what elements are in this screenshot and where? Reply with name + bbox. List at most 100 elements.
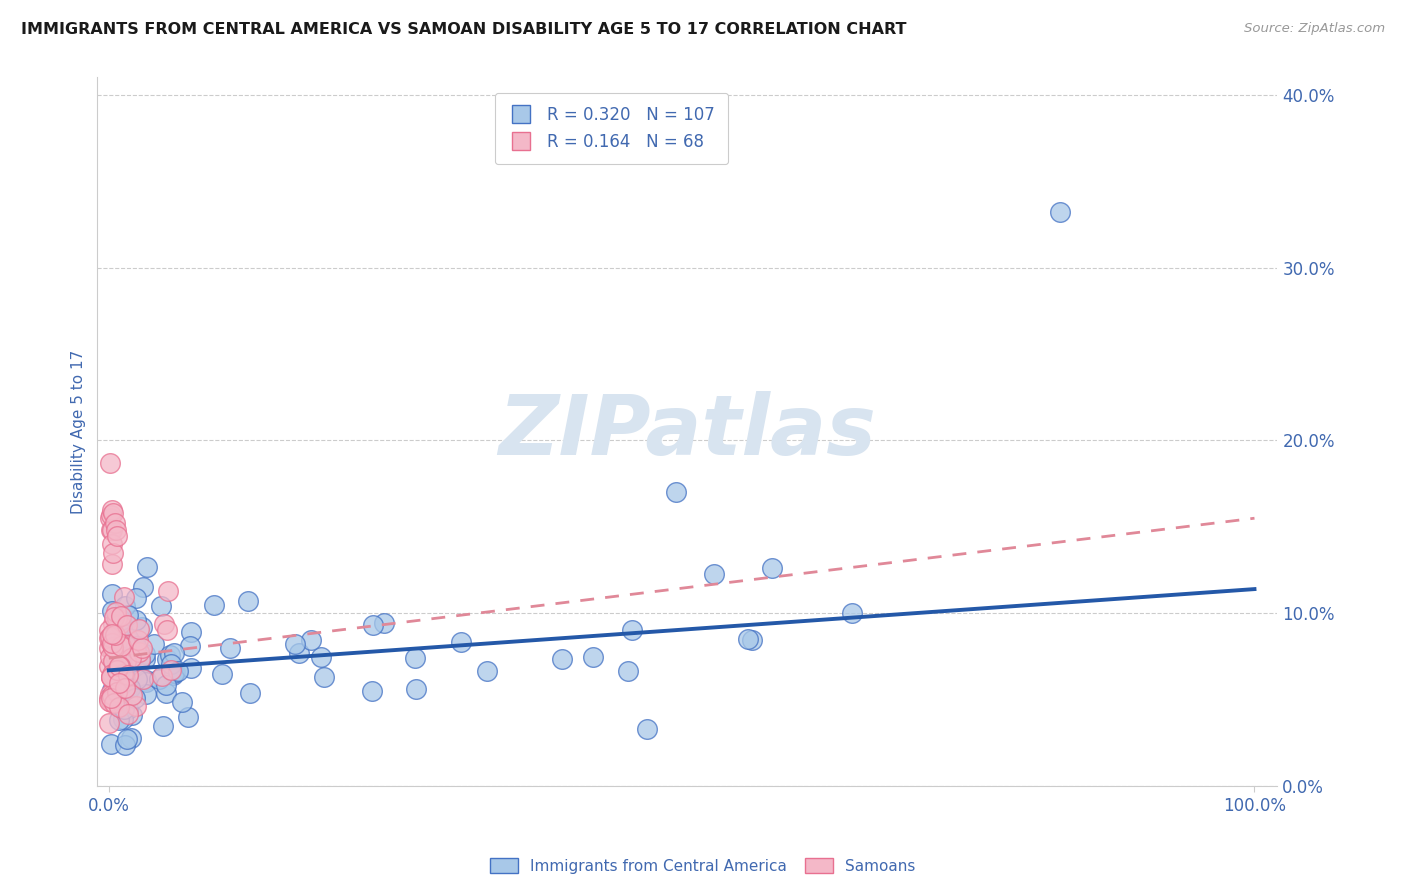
Point xyxy=(107,610,129,624)
Point xyxy=(239,686,262,700)
Point xyxy=(131,620,153,634)
Point xyxy=(100,670,122,684)
Point xyxy=(117,632,139,646)
Point xyxy=(105,650,128,665)
Point xyxy=(156,652,179,666)
Y-axis label: Disability Age 5 to 17: Disability Age 5 to 17 xyxy=(72,350,86,514)
Point xyxy=(361,683,384,698)
Point xyxy=(152,719,174,733)
Point xyxy=(100,635,122,649)
Point xyxy=(741,632,763,647)
Point xyxy=(107,713,129,727)
Point xyxy=(108,675,131,690)
Point xyxy=(100,670,122,684)
Point xyxy=(180,625,202,640)
Point xyxy=(103,660,125,674)
Point xyxy=(101,524,124,538)
Point xyxy=(110,646,132,660)
Point xyxy=(118,641,141,656)
Point xyxy=(100,631,122,645)
Point xyxy=(475,664,498,678)
Point xyxy=(125,639,148,653)
Point xyxy=(103,645,125,659)
Point xyxy=(167,665,190,679)
Point xyxy=(134,647,156,661)
Point xyxy=(108,641,131,656)
Point xyxy=(128,622,150,636)
Point xyxy=(98,631,121,645)
Point xyxy=(284,637,307,651)
Point xyxy=(101,627,124,641)
Point xyxy=(101,537,124,551)
Text: IMMIGRANTS FROM CENTRAL AMERICA VS SAMOAN DISABILITY AGE 5 TO 17 CORRELATION CHA: IMMIGRANTS FROM CENTRAL AMERICA VS SAMOA… xyxy=(21,22,907,37)
Point xyxy=(180,661,202,675)
Point xyxy=(103,609,125,624)
Point xyxy=(101,641,124,656)
Point xyxy=(211,666,233,681)
Point xyxy=(105,528,128,542)
Point xyxy=(105,617,128,632)
Point xyxy=(100,690,122,705)
Point xyxy=(108,637,131,651)
Point xyxy=(125,698,148,713)
Point xyxy=(159,657,181,671)
Point xyxy=(117,701,139,715)
Point xyxy=(107,655,129,669)
Point xyxy=(100,524,122,538)
Point xyxy=(621,623,644,637)
Point xyxy=(114,656,136,670)
Point xyxy=(135,675,157,690)
Point xyxy=(124,691,146,706)
Point xyxy=(219,641,242,656)
Point xyxy=(98,624,121,638)
Point xyxy=(121,688,143,702)
Point xyxy=(110,656,132,670)
Point xyxy=(103,679,125,693)
Point xyxy=(105,605,128,619)
Point xyxy=(104,628,127,642)
Point xyxy=(153,617,176,632)
Text: ZIPatlas: ZIPatlas xyxy=(499,392,876,472)
Point xyxy=(115,654,138,668)
Point xyxy=(118,681,141,695)
Point xyxy=(703,567,725,582)
Point xyxy=(155,686,177,700)
Point xyxy=(142,637,165,651)
Point xyxy=(179,639,201,653)
Point xyxy=(128,645,150,659)
Point xyxy=(103,546,125,560)
Point xyxy=(127,643,149,657)
Point xyxy=(112,590,135,604)
Point xyxy=(98,511,121,525)
Point xyxy=(404,651,426,665)
Point xyxy=(148,672,170,686)
Point xyxy=(101,636,124,650)
Point xyxy=(100,587,122,601)
Point xyxy=(103,662,125,676)
Point xyxy=(111,622,134,636)
Point xyxy=(581,649,603,664)
Point xyxy=(112,713,135,727)
Point xyxy=(100,508,122,522)
Point xyxy=(120,731,142,745)
Point xyxy=(127,633,149,648)
Point xyxy=(236,594,259,608)
Point xyxy=(103,506,125,520)
Point xyxy=(112,702,135,716)
Point xyxy=(132,580,155,594)
Point xyxy=(156,584,179,599)
Point xyxy=(110,640,132,654)
Point xyxy=(101,604,124,618)
Point xyxy=(134,652,156,666)
Point xyxy=(551,651,574,665)
Point xyxy=(114,615,136,630)
Point xyxy=(100,737,122,751)
Point xyxy=(104,651,127,665)
Point xyxy=(105,685,128,699)
Point xyxy=(373,616,395,631)
Point xyxy=(101,557,124,571)
Point xyxy=(104,524,127,538)
Point xyxy=(405,682,427,697)
Point xyxy=(841,606,863,620)
Point xyxy=(665,485,688,500)
